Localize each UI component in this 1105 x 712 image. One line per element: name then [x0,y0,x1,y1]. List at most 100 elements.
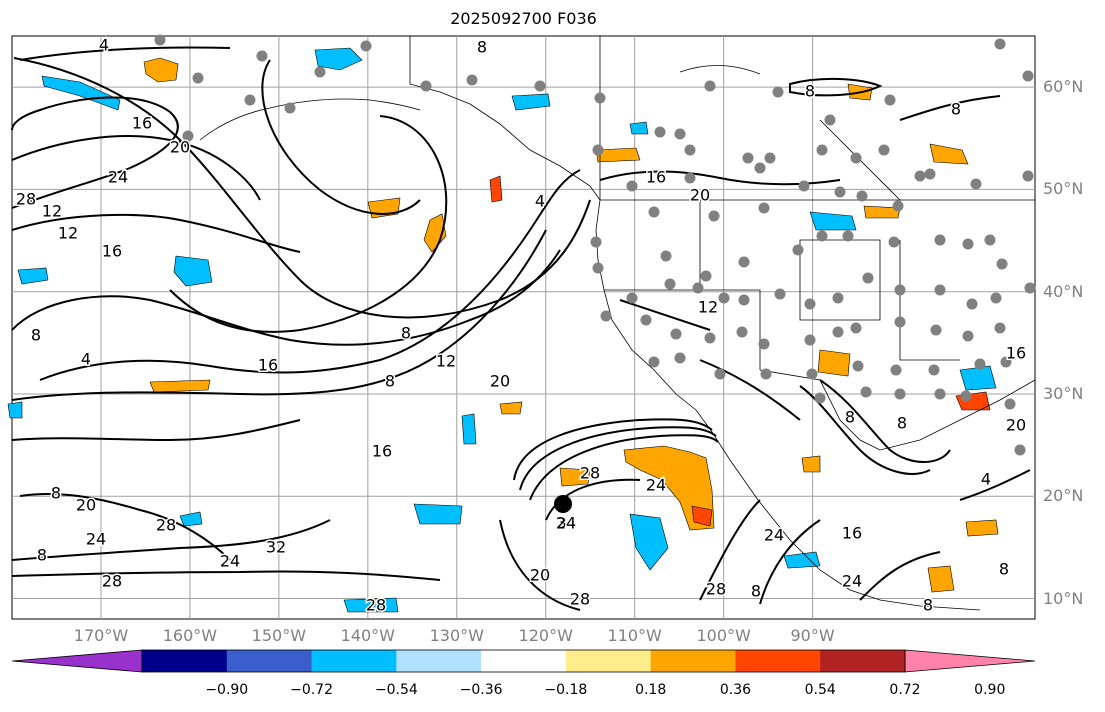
station-markers [154,34,1036,456]
longitude-label: 110°W [607,626,662,645]
longitude-label: 120°W [518,626,573,645]
station-marker [718,292,730,304]
station-marker [842,230,854,242]
colorbar-tick-label: 0.90 [974,682,1006,698]
latitude-label: 20°N [1043,486,1084,506]
station-marker [892,200,904,212]
storm-center-label: 3 [558,516,567,532]
colorbar-tick-label: −0.72 [290,682,333,698]
station-marker [984,234,996,246]
station-marker [674,352,686,364]
contour-label: 16 [102,242,122,261]
station-marker [994,322,1006,334]
station-marker [592,144,604,156]
colorbar-cell [226,650,313,672]
contour-label: 16 [646,168,666,187]
colorbar-tick-label: −0.36 [459,682,503,698]
station-marker [648,356,660,368]
contour-label: 8 [751,582,761,601]
station-marker [192,72,204,84]
station-marker [590,236,602,248]
station-marker [970,178,982,190]
station-marker [592,262,604,274]
station-marker [974,358,986,370]
map-title: 2025092700 F036 [450,9,597,28]
station-marker [664,278,676,290]
station-marker [1000,356,1012,368]
station-marker [850,322,862,334]
station-marker [852,360,864,372]
contour-label: 24 [220,552,240,571]
contour-lines [11,46,1031,611]
station-marker [256,50,268,62]
coastlines-and-borders [199,36,1036,611]
station-marker [772,86,784,98]
station-marker [758,202,770,214]
colorbar-cell [735,650,821,672]
contour-label: 8 [845,408,855,427]
contour-label: 28 [16,190,36,209]
station-marker [466,74,478,86]
station-marker [704,332,716,344]
station-marker [754,162,766,174]
latitude-label: 10°N [1043,588,1084,608]
contour-label: 16 [372,442,392,461]
station-marker [154,34,166,46]
map-panel: 4 8 8 8 16 20 24 28 12 12 16 8 4 16 20 4 8 12 16 8 20 16 12 8 20… [7,34,1036,620]
station-marker [856,190,868,202]
contour-label: 8 [805,82,815,101]
colorbar-cell [565,650,652,672]
station-marker [798,180,810,192]
station-marker [654,126,666,138]
station-marker [182,130,194,142]
colorbar-cell [311,650,397,672]
latitude-label: 40°N [1043,281,1084,301]
latitude-label: 50°N [1043,179,1084,199]
contour-label: 20 [690,186,710,205]
colorbar-cell [820,650,906,672]
contour-label: 20 [530,566,550,585]
colorbar-extend-high [904,649,1036,673]
station-marker [816,144,828,156]
station-marker [774,288,786,300]
colorbar-tick-label: 0.54 [804,682,836,698]
contour-label: 8 [385,372,395,391]
colorbar-tick-label: −0.54 [374,682,418,698]
station-marker [888,236,900,248]
station-marker [284,102,296,114]
colorbar-outline [141,649,906,673]
station-marker [684,144,696,156]
longitude-label: 150°W [251,626,307,645]
station-marker [994,38,1006,50]
colorbar-extend-low [11,649,143,673]
contour-label: 12 [42,202,62,221]
latitude-label: 30°N [1043,383,1084,403]
contour-label: 8 [999,560,1009,579]
contour-label: 28 [366,596,386,615]
contour-label: 20 [76,496,96,515]
contour-label: 8 [923,596,933,615]
colorbar-tick-label: 0.18 [635,682,667,698]
station-marker [962,238,974,250]
station-marker [894,388,906,400]
colorbar-cell [650,650,736,672]
station-marker [626,180,638,192]
contour-label: 24 [556,514,576,533]
contour-label: 8 [37,546,47,565]
contour-label: 20 [1006,416,1026,435]
station-marker [758,338,770,350]
contour-label: 32 [266,538,286,557]
contour-label: 20 [490,372,510,391]
station-marker [890,364,902,376]
contour-label: 16 [842,524,862,543]
contour-label: 12 [436,352,456,371]
station-marker [314,66,326,78]
contour-label: 8 [401,324,411,343]
station-marker [804,334,816,346]
contour-label: 24 [842,572,862,591]
contour-label: 12 [698,298,718,317]
latitude-label: 60°N [1043,77,1084,97]
station-marker [760,368,772,380]
station-marker [792,244,804,256]
